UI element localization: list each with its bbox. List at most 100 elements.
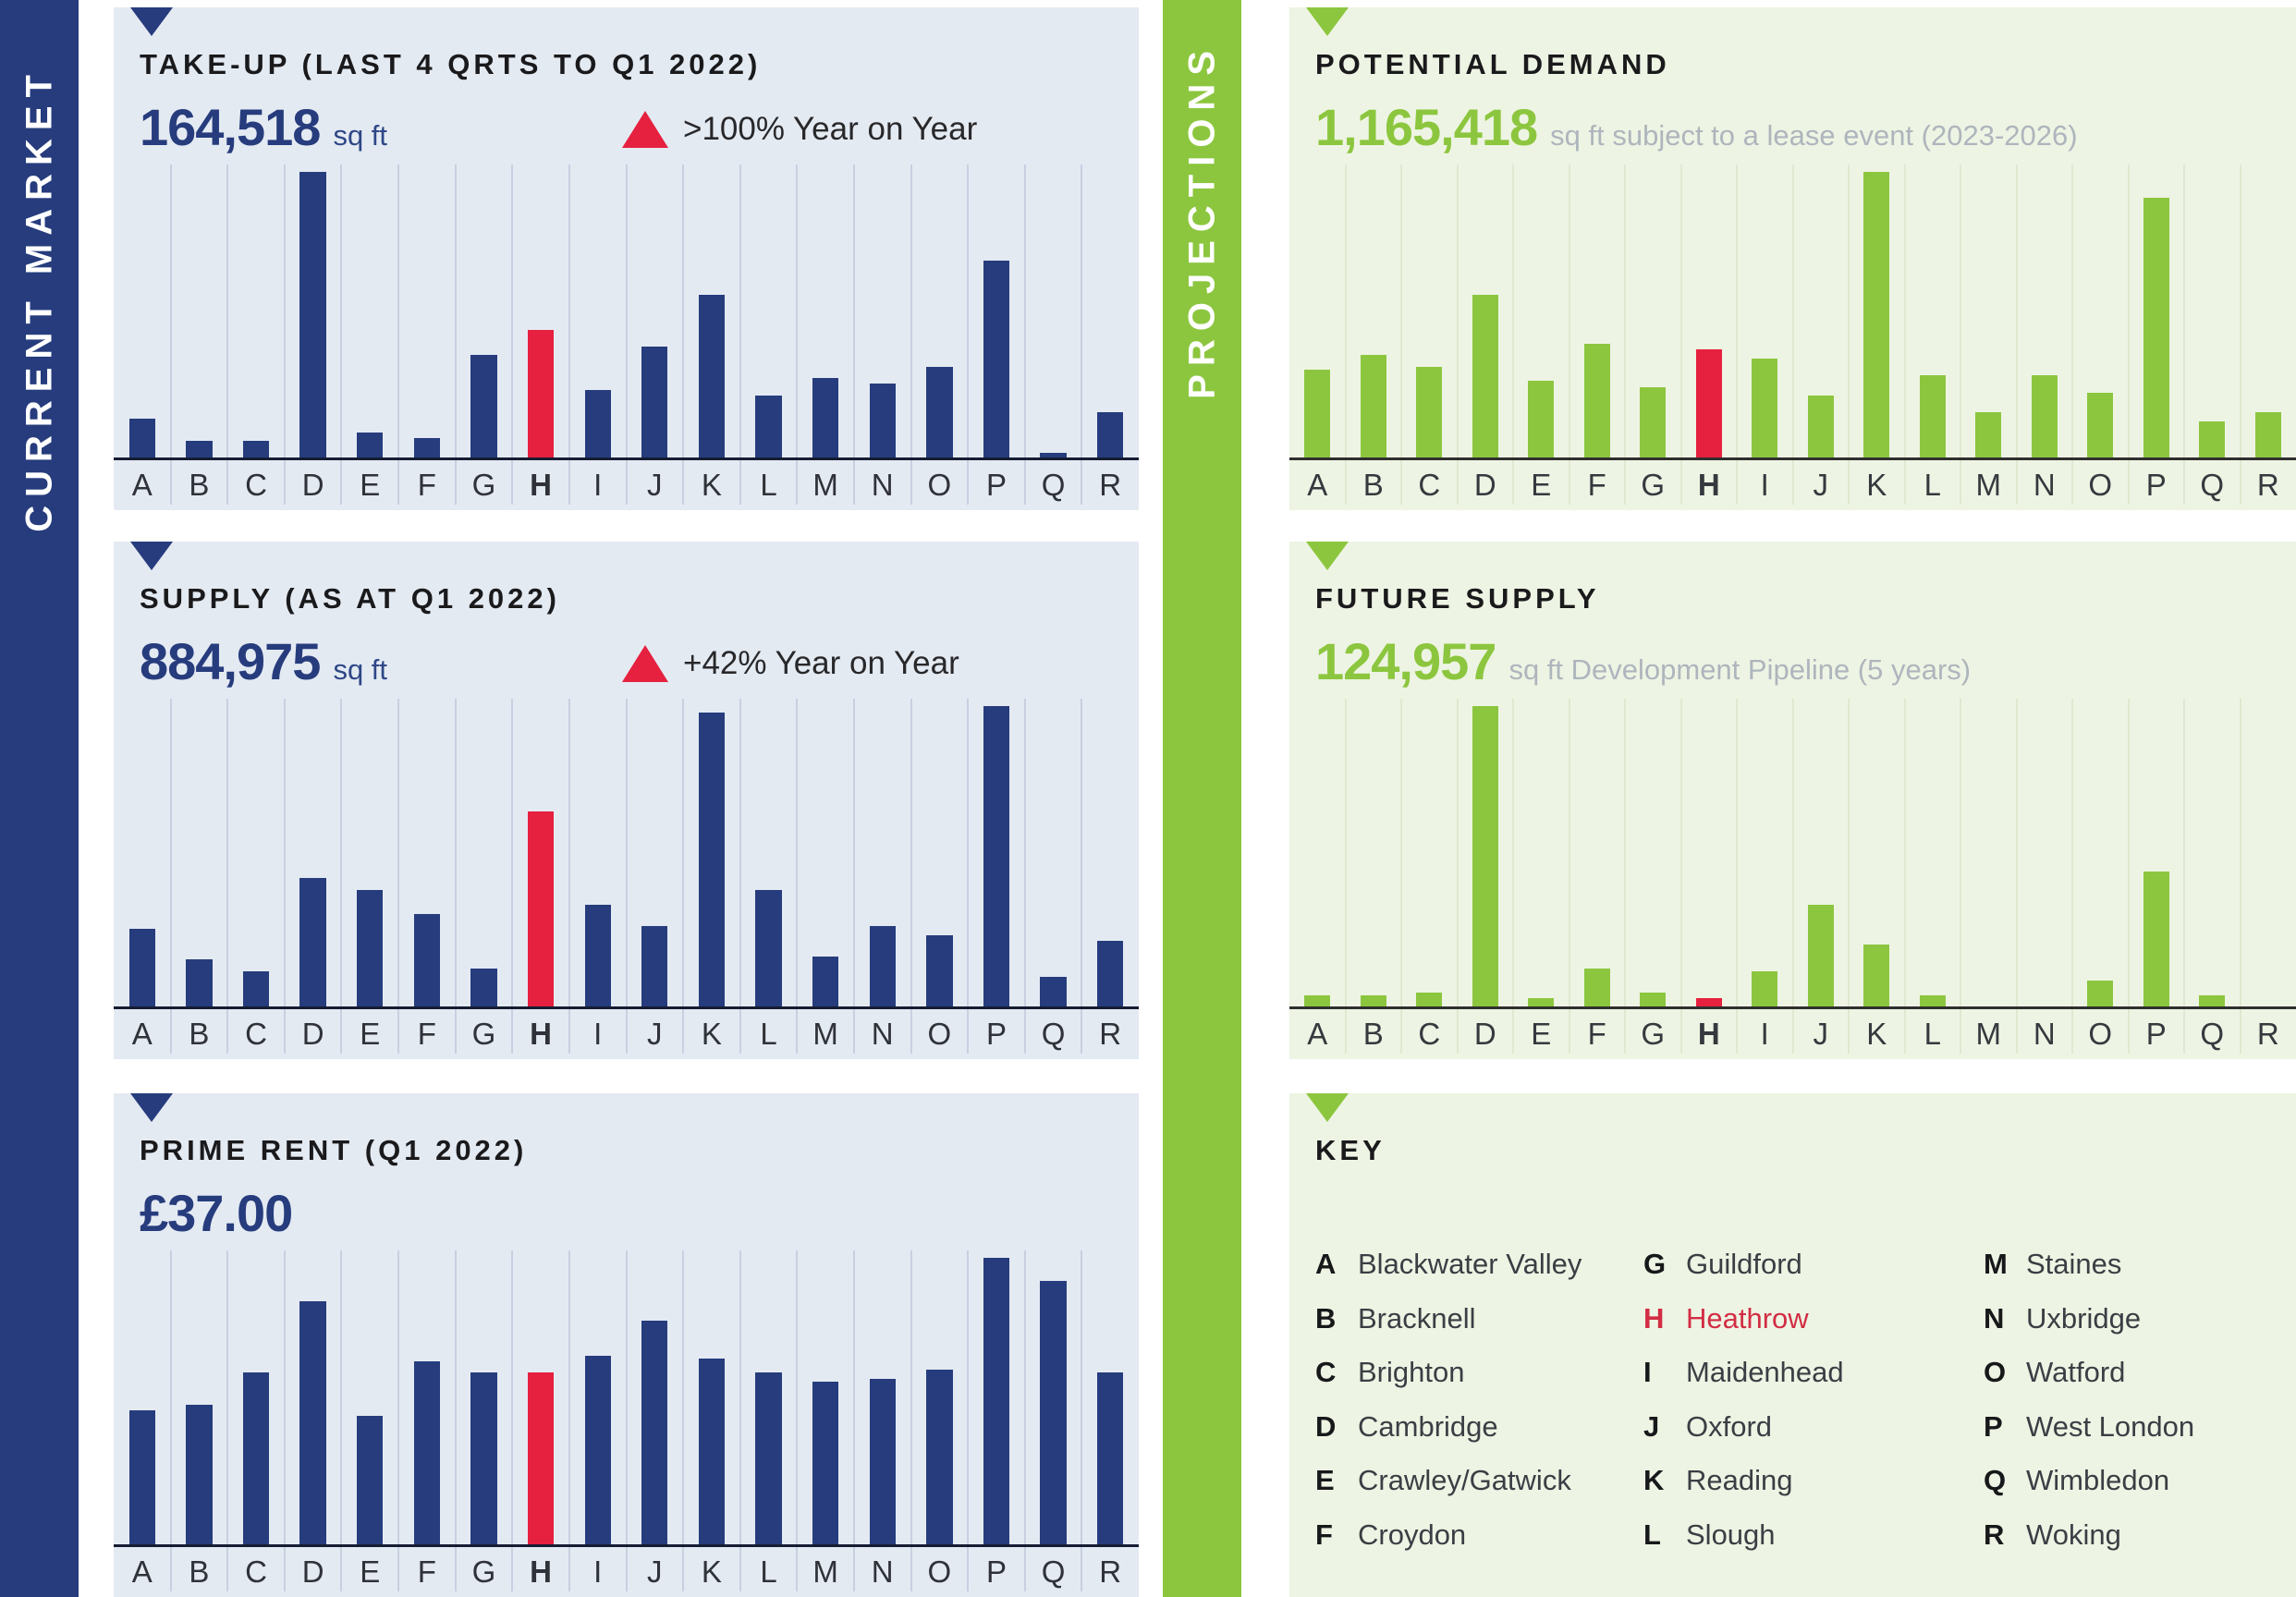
gridline [796, 1250, 799, 1591]
bars [114, 172, 1139, 458]
panel-marker-triangle-icon [1306, 7, 1349, 36]
bar-R [1097, 1372, 1124, 1545]
axis-letter-Q: Q [2200, 1017, 2225, 1051]
bar-slot-H [1681, 172, 1738, 458]
bar-P [2143, 872, 2169, 1007]
bar-slot-K [1849, 706, 1905, 1007]
bar-slot-P [968, 1258, 1025, 1545]
projections-label: PROJECTIONS [1181, 43, 1222, 399]
gridline [1400, 165, 1402, 505]
bar-slot-E [341, 172, 398, 458]
gridline [910, 1250, 912, 1591]
axis-letter-N: N [871, 468, 894, 502]
bar-A [1304, 369, 1331, 458]
bar-R [1097, 941, 1124, 1007]
axis-letter-L: L [1924, 468, 1941, 502]
axis-letter-K: K [701, 1554, 722, 1589]
bar-O [926, 1370, 953, 1545]
bar-slot-E [1513, 172, 1569, 458]
bar-J [641, 1321, 668, 1545]
gridline [454, 1250, 457, 1591]
axis-letter-F: F [417, 468, 436, 502]
gridline [1903, 699, 1906, 1054]
gridline [1903, 165, 1906, 505]
key-entry-K: K Reading [1643, 1464, 1984, 1497]
gridline [1568, 699, 1570, 1054]
gridline [625, 699, 628, 1054]
axis-letter-C: C [245, 1554, 267, 1589]
bar-K [1863, 172, 1890, 458]
bar-C [242, 1372, 270, 1545]
bar-M [1975, 412, 2002, 458]
key-name: Staines [2026, 1248, 2122, 1281]
key-letter: F [1315, 1518, 1333, 1551]
bar-J [641, 925, 668, 1007]
bar-slot-O [2072, 706, 2129, 1007]
axis-letter-H: H [530, 1017, 552, 1051]
key-letter: K [1643, 1464, 1665, 1497]
gridline [454, 165, 457, 505]
gridline [2239, 165, 2241, 505]
headline-value: £37.00 [140, 1184, 293, 1242]
bar-slot-I [1737, 706, 1793, 1007]
axis-letter-J: J [647, 1554, 663, 1589]
axis-letter-L: L [760, 1017, 777, 1051]
gridline [2183, 165, 2185, 505]
key-name: Wimbledon [2026, 1464, 2170, 1497]
bar-slot-F [398, 706, 456, 1007]
bar-slot-G [456, 1258, 513, 1545]
bar-slot-L [1905, 172, 1961, 458]
gridline [682, 165, 685, 505]
gridline [1023, 165, 1026, 505]
gridline [169, 165, 172, 505]
gridline [1848, 165, 1850, 505]
bar-slot-P [2129, 172, 2185, 458]
bar-slot-H [512, 1258, 569, 1545]
panel-marker-triangle-icon [1306, 542, 1349, 570]
bar-K [698, 295, 726, 458]
gridline [1624, 165, 1626, 505]
headline-value: 1,165,418 [1315, 98, 1538, 156]
axis-letter-R: R [1099, 1554, 1122, 1589]
bar-slot-F [398, 172, 456, 458]
bar-slot-A [114, 172, 171, 458]
key-letter: O [1984, 1356, 2007, 1389]
bar-slot-D [285, 706, 342, 1007]
bar-slot-P [2129, 706, 2185, 1007]
gridline [169, 699, 172, 1054]
key-name: Crawley/Gatwick [1358, 1464, 1571, 1497]
axis-letter-R: R [1099, 1017, 1122, 1051]
gridline [796, 165, 799, 505]
bar-slot-J [1793, 706, 1850, 1007]
key-entry-E: E Crawley/Gatwick [1315, 1464, 1643, 1497]
bar-slot-Q [1025, 1258, 1082, 1545]
bar-slot-Q [2184, 172, 2241, 458]
key-entry-J: J Oxford [1643, 1410, 1984, 1444]
gridline [796, 699, 799, 1054]
bar-B [186, 958, 213, 1007]
bar-slot-B [171, 1258, 228, 1545]
axis-letter-G: G [471, 468, 496, 502]
bar-F [1583, 344, 1610, 458]
panel-marker-triangle-icon [130, 1093, 173, 1122]
gridline [1081, 165, 1083, 505]
gridline [1848, 699, 1850, 1054]
bar-K [698, 712, 726, 1007]
bar-K [698, 1358, 726, 1545]
bar-slot-E [341, 1258, 398, 1545]
gridline [2015, 699, 2018, 1054]
gridline [2071, 165, 2073, 505]
gridline [226, 1250, 229, 1591]
bar-slot-P [968, 172, 1025, 458]
x-axis-line [114, 1006, 1139, 1009]
axis-letter-F: F [1587, 468, 1606, 502]
gridline [397, 165, 400, 505]
bar-B [186, 441, 213, 458]
gridline [2183, 699, 2185, 1054]
gridline [852, 699, 855, 1054]
axis-letter-O: O [2088, 1017, 2113, 1051]
axis-letter-J: J [647, 1017, 663, 1051]
